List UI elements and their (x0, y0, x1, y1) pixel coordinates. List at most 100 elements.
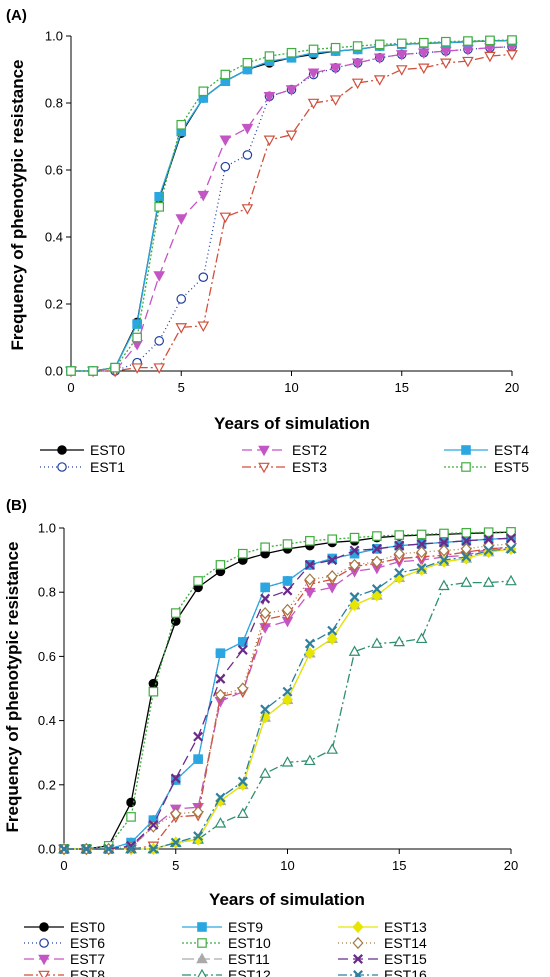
data-point-est5 (507, 35, 517, 45)
data-point-est3 (373, 75, 386, 86)
data-point-est12 (371, 637, 383, 648)
series-est5 (66, 35, 517, 376)
data-point-est14 (259, 606, 271, 620)
data-point-est16 (81, 844, 92, 854)
legend-label-est15: EST15 (384, 951, 427, 967)
data-point-est12 (505, 574, 517, 586)
data-point-est12 (214, 817, 227, 828)
data-point-est12 (415, 632, 428, 644)
data-point-est15 (438, 537, 449, 548)
data-point-est16 (148, 844, 159, 854)
data-point-est2 (153, 271, 166, 282)
data-point-est2 (351, 58, 364, 70)
series-est16 (59, 543, 516, 854)
data-point-est5 (374, 39, 385, 50)
data-point-est2 (395, 50, 408, 61)
data-point-est15 (394, 540, 405, 551)
data-point-est10 (349, 532, 360, 543)
data-point-est5 (463, 36, 473, 46)
data-point-est14 (393, 547, 405, 560)
data-point-est16 (394, 567, 405, 578)
data-point-est14 (349, 558, 361, 572)
data-point-est15 (282, 585, 293, 596)
data-point-est2 (285, 85, 298, 96)
data-point-est12 (326, 743, 339, 754)
data-point-est5 (396, 38, 407, 49)
legend-label-est10: EST10 (228, 935, 271, 951)
data-point-est14 (281, 603, 294, 616)
data-point-est3 (417, 63, 430, 75)
data-point-est3 (506, 50, 518, 61)
data-point-est5 (330, 42, 341, 53)
data-point-est2 (417, 48, 430, 59)
x-tick-label: 0 (60, 858, 67, 873)
data-point-est2 (219, 135, 232, 147)
data-point-est15 (215, 673, 226, 684)
data-point-est9 (170, 775, 181, 785)
legend-label-est3: EST3 (292, 459, 327, 475)
data-point-est15 (148, 819, 159, 830)
legend-item-est11: EST11 (182, 951, 270, 967)
data-point-est13 (214, 794, 226, 807)
data-point-est3 (285, 130, 298, 142)
data-point-est5 (242, 57, 253, 68)
data-point-est10 (506, 527, 516, 537)
data-point-est13 (326, 632, 338, 645)
y-tick-label: 0.4 (38, 713, 56, 728)
y-tick-label: 1.0 (38, 521, 56, 536)
data-point-est13 (304, 647, 316, 660)
data-point-est13 (281, 693, 294, 706)
data-point-est10 (439, 528, 449, 539)
data-point-est10 (305, 536, 315, 546)
data-point-est3 (462, 56, 474, 68)
data-point-est15 (506, 533, 516, 544)
data-point-est9 (238, 637, 248, 647)
data-point-est2 (329, 63, 342, 75)
legend-item-est0: EST0 (24, 919, 105, 935)
data-point-est10 (193, 576, 203, 586)
x-tick-label: 10 (280, 858, 294, 873)
legend-marker-est7 (38, 954, 50, 966)
legend-item-est13: EST13 (338, 919, 427, 935)
x-tick-label: 5 (178, 380, 185, 395)
data-point-est2 (373, 53, 386, 65)
data-point-est15 (483, 534, 494, 545)
data-point-est2 (241, 123, 254, 135)
data-point-est1 (154, 336, 164, 346)
x-tick-label: 10 (284, 380, 298, 395)
data-point-est3 (351, 78, 364, 90)
series-line-est10 (64, 531, 512, 850)
data-point-est9 (260, 582, 270, 593)
legend-marker-est16 (353, 970, 363, 977)
panel-label-b: (B) (6, 497, 27, 514)
data-point-est14 (170, 807, 182, 820)
legend-marker-est8 (38, 970, 50, 977)
data-point-est12 (236, 807, 249, 818)
data-point-est16 (215, 792, 226, 803)
data-point-est2 (175, 214, 188, 225)
x-axis-title: Years of simulation (214, 414, 370, 433)
legend-label-est0: EST0 (70, 919, 105, 935)
legend-marker-est9 (197, 922, 207, 932)
data-point-est16 (126, 844, 137, 854)
data-point-est3 (440, 58, 452, 70)
data-point-est10 (148, 686, 159, 697)
data-point-est14 (371, 555, 383, 568)
data-point-est10 (327, 534, 337, 545)
data-point-est5 (176, 119, 187, 130)
data-point-est0 (126, 797, 136, 808)
legend-label-est7: EST7 (70, 951, 105, 967)
data-point-est12 (259, 767, 271, 778)
data-point-est5 (220, 69, 231, 80)
data-point-est14 (147, 820, 159, 833)
data-point-est12 (460, 576, 473, 587)
data-point-est15 (461, 535, 472, 546)
data-point-est2 (263, 91, 276, 103)
legend-item-est8: EST8 (24, 967, 105, 977)
series-line-est3 (71, 53, 513, 372)
data-point-est14 (438, 544, 450, 557)
y-axis-title: Frequency of phenotypic resistance (3, 542, 22, 833)
data-point-est14 (214, 688, 226, 702)
legend-marker-est4 (461, 445, 471, 455)
